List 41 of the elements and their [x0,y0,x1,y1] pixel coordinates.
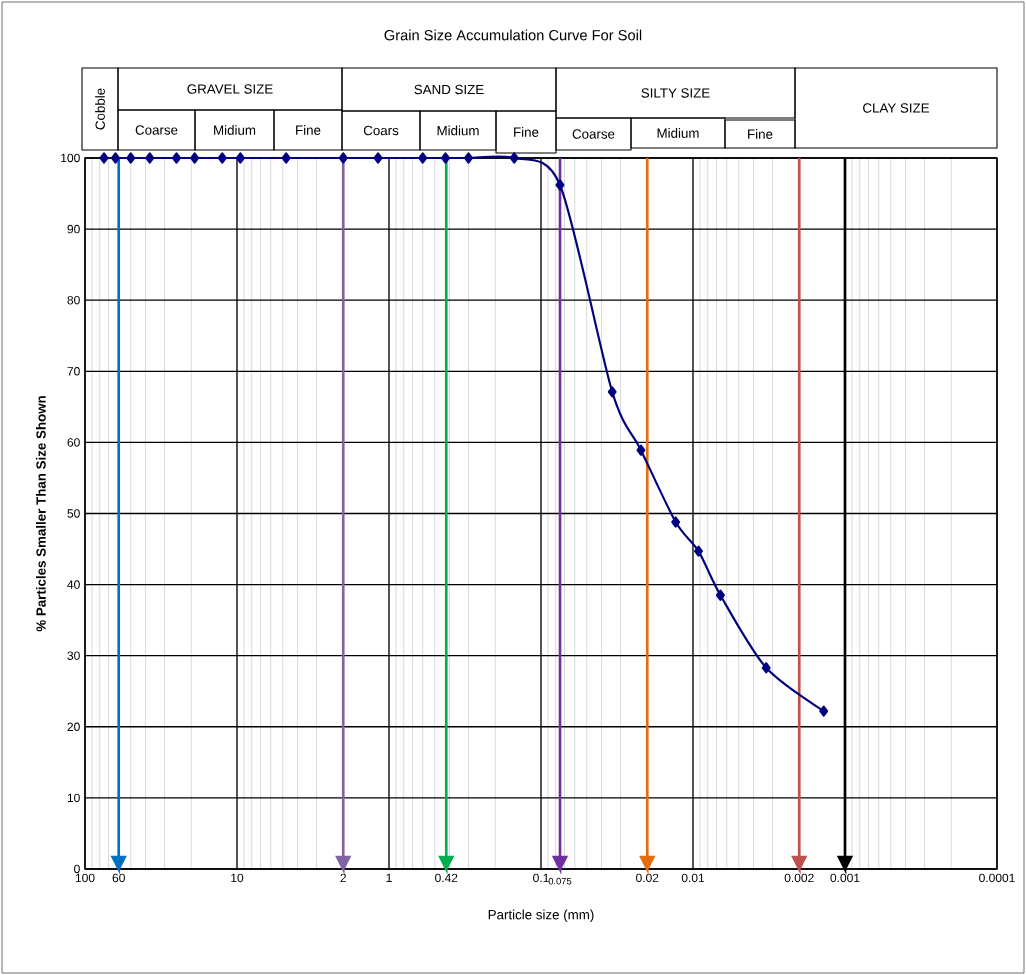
x-tick-label: 2 [340,873,346,883]
y-tick-label: 80 [67,295,80,305]
text: Fine [514,127,539,137]
x-tick-label: 0.002 [784,873,814,883]
x-tick-label: 0.42 [435,873,458,883]
x-tick-label: 0.02 [636,873,659,883]
y-tick-label: 70 [67,367,80,376]
text: Coars [363,125,399,136]
x-tick-label: 0.01 [681,873,705,883]
x-tick-label: 60 [112,873,125,883]
x-tick-label: 10 [231,873,244,883]
y-tick-label: 40 [67,580,80,589]
y-tick-label: 100 [61,153,80,163]
text: CLAY SIZE [863,103,930,113]
chart-title: Grain Size Accumulation Curve For Soil [384,29,642,41]
y-axis-title: % Particles Smaller Than Size Shown [35,396,46,632]
text: Fine [296,125,321,135]
text: GRAVEL SIZE [187,84,273,94]
text: Midium [657,128,699,138]
text: Coarse [135,125,178,135]
x-axis-title: Particle size (mm) [488,909,594,923]
text: Midium [214,125,256,135]
x-tick-label: 0.001 [830,873,860,883]
y-tick-label: 10 [67,793,80,803]
text: Midium [437,125,479,136]
x-tick-label: 1 [386,873,392,882]
x-tick-label: 0.1 [533,873,549,883]
y-tick-label: 60 [67,438,80,447]
y-tick-label: 90 [67,224,80,234]
text: Coarse [572,129,615,139]
y-tick-label: 50 [67,509,80,518]
y-tick-label: 30 [67,651,80,660]
y-tick-label: 20 [67,722,80,732]
x-tick-label: 0.075 [548,877,572,885]
text: SILTY SIZE [641,88,710,98]
text: SAND SIZE [414,84,484,95]
x-tick-label: 100 [75,873,95,883]
y-tick-label: 0 [74,864,80,874]
text: Cobble [95,88,105,130]
text: Fine [748,129,773,139]
x-tick-label: 0.0001 [979,873,1015,883]
